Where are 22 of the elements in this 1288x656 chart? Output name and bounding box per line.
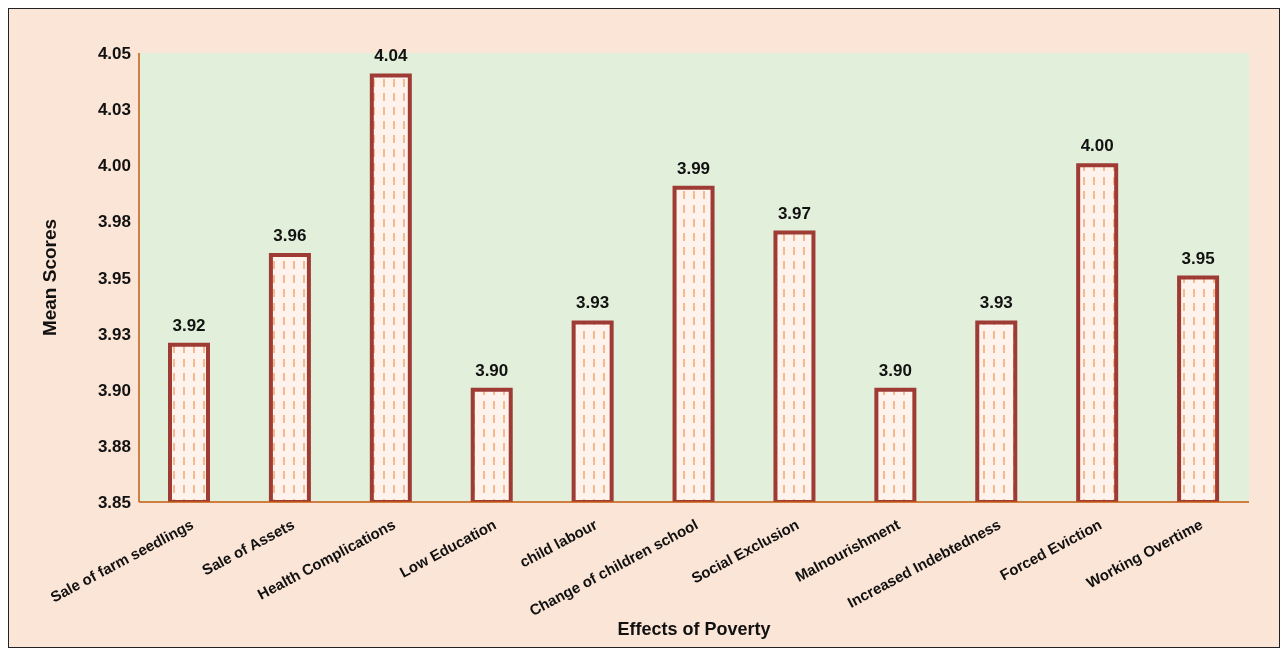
data-label: 3.93 — [979, 293, 1013, 313]
y-tick-label: 3.98 — [97, 212, 131, 232]
data-label: 3.99 — [677, 158, 711, 178]
y-tick-label: 3.90 — [97, 380, 131, 400]
x-axis-title: Effects of Poverty — [617, 619, 771, 639]
data-label: 3.92 — [172, 315, 206, 335]
y-tick-label: 4.00 — [97, 156, 131, 176]
data-label: 3.90 — [878, 360, 912, 380]
data-label: 3.97 — [777, 203, 811, 223]
data-label: 3.90 — [475, 360, 509, 380]
y-tick-label: 3.93 — [97, 324, 131, 344]
data-label: 4.04 — [374, 46, 408, 66]
y-tick-label: 4.03 — [97, 100, 131, 120]
y-tick-label: 4.05 — [97, 44, 131, 64]
data-label: 4.00 — [1080, 136, 1114, 156]
y-tick-label: 3.85 — [97, 493, 131, 513]
data-label: 3.95 — [1181, 248, 1215, 268]
y-tick-label: 3.95 — [97, 268, 131, 288]
y-axis-title: Mean Scores — [38, 218, 60, 337]
data-label: 3.96 — [273, 226, 307, 246]
data-label: 3.93 — [576, 293, 610, 313]
y-tick-label: 3.88 — [97, 436, 131, 456]
